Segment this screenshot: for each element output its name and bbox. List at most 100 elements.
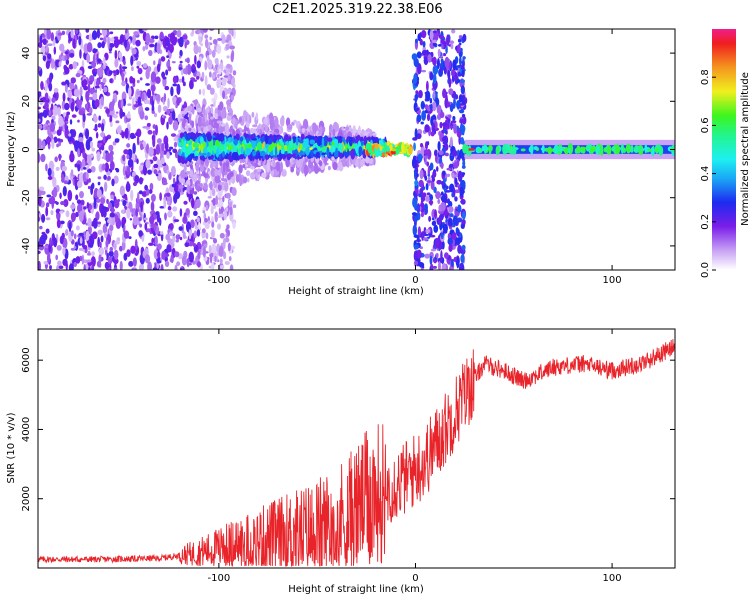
band-cell: [321, 137, 325, 148]
noise-cell: [56, 129, 62, 136]
noise-cell: [191, 29, 195, 35]
noise-cell: [78, 136, 84, 143]
noise-cell: [144, 99, 150, 104]
noise-cell: [169, 222, 174, 230]
noise-cell: [42, 96, 46, 103]
noise-cell: [155, 76, 161, 84]
noise-cell: [152, 124, 156, 129]
gap-noise-cell: [422, 40, 426, 48]
gap-noise-cell: [441, 193, 447, 204]
noise-cell: [48, 82, 53, 92]
noise-cell: [109, 224, 114, 232]
noise-cell: [166, 55, 170, 59]
gap-noise-cell: [427, 174, 431, 177]
noise-cell: [201, 228, 206, 234]
gap-noise-cell: [442, 122, 448, 127]
noise-cell: [170, 165, 176, 176]
noise-cell: [53, 136, 58, 143]
band-halo-cell: [279, 161, 283, 173]
gap-noise-cell: [429, 29, 434, 41]
edge-streak-cell: [460, 87, 465, 93]
noise-cell: [51, 118, 54, 124]
noise-cell: [56, 244, 62, 251]
y-tick-label: 0: [21, 146, 32, 152]
noise-cell: [193, 210, 198, 216]
noise-cell: [165, 69, 169, 76]
gap-noise-cell: [441, 180, 445, 186]
band-halo-cell: [219, 181, 226, 186]
noise-cell: [219, 265, 225, 269]
noise-cell: [64, 55, 68, 61]
noise-cell: [100, 96, 104, 106]
noise-cell: [150, 201, 155, 212]
gap-noise-cell: [424, 158, 427, 165]
noise-cell: [185, 207, 190, 216]
stable-band-cell: [648, 148, 653, 152]
noise-cell: [204, 38, 209, 49]
noise-cell: [229, 264, 234, 270]
gap-noise-cell: [459, 56, 462, 66]
noise-cell: [156, 63, 161, 73]
band-halo-cell: [232, 128, 236, 138]
noise-cell: [138, 264, 143, 270]
band-halo-cell: [360, 159, 364, 167]
noise-cell: [87, 185, 91, 190]
stable-band-cell: [553, 147, 558, 154]
noise-cell: [124, 128, 129, 139]
noise-cell: [75, 29, 79, 35]
noise-cell: [75, 256, 81, 264]
noise-cell: [179, 208, 183, 217]
band-cell: [219, 132, 225, 142]
band-cell: [299, 139, 304, 144]
noise-cell: [70, 101, 75, 112]
stable-band-cell: [585, 144, 591, 152]
noise-cell: [100, 197, 106, 205]
stable-band-cell: [495, 145, 500, 156]
gap-noise-cell: [454, 177, 458, 185]
noise-cell: [100, 122, 105, 132]
gap-noise-cell: [429, 162, 434, 171]
noise-cell: [38, 139, 43, 149]
noise-cell: [57, 260, 62, 267]
noise-cell: [159, 192, 162, 201]
y-tick-label: 6000: [21, 347, 32, 372]
noise-cell: [222, 195, 225, 203]
noise-cell: [90, 234, 93, 246]
band-halo-cell: [260, 123, 265, 133]
noise-cell: [164, 260, 170, 267]
gap-noise-cell: [457, 43, 461, 54]
gap-noise-cell: [460, 47, 463, 52]
band-halo-cell: [212, 162, 216, 168]
noise-cell: [49, 195, 56, 205]
noise-cell: [86, 154, 92, 165]
band-cell: [315, 151, 320, 157]
noise-cell: [96, 188, 102, 198]
noise-cell: [148, 49, 153, 57]
edge-streak-cell: [412, 197, 418, 208]
noise-cell: [163, 115, 167, 119]
noise-cell: [166, 169, 170, 175]
noise-cell: [104, 261, 110, 270]
noise-cell: [88, 33, 93, 42]
noise-cell: [225, 228, 229, 233]
band-cell: [247, 144, 253, 148]
noise-cell: [127, 158, 134, 168]
band-halo-cell: [266, 161, 271, 173]
noise-cell: [47, 53, 52, 60]
noise-cell: [227, 75, 231, 82]
edge-streak-cell: [413, 169, 417, 180]
noise-cell: [201, 240, 208, 245]
noise-cell: [62, 247, 66, 256]
noise-cell: [132, 181, 138, 187]
gap-noise-cell: [426, 161, 430, 167]
gap-noise-cell: [426, 192, 431, 196]
noise-cell: [180, 191, 184, 195]
noise-cell: [137, 96, 142, 106]
band-halo-cell: [217, 116, 223, 122]
noise-cell: [67, 134, 73, 143]
band-halo-cell: [227, 112, 232, 116]
noise-cell: [165, 192, 171, 197]
noise-cell: [207, 59, 213, 70]
noise-cell: [47, 43, 53, 47]
gap-noise-cell: [444, 152, 449, 157]
